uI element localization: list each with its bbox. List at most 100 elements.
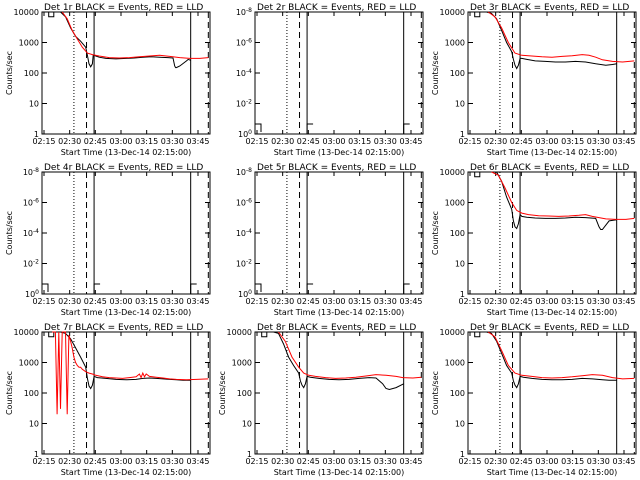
x-tick-label: 03:00 bbox=[109, 137, 132, 146]
x-tick-label: 03:45 bbox=[399, 297, 422, 306]
chart-panel-8: Det 8r BLACK = Events, RED = LLD Counts/s… bbox=[218, 323, 424, 477]
y-tick-label: 100 bbox=[450, 69, 465, 78]
y-tick-label: 10 bbox=[29, 420, 39, 429]
x-tick-label: 03:15 bbox=[348, 297, 371, 306]
x-tick-label: 03:15 bbox=[348, 137, 371, 146]
x-tick-label: 03:45 bbox=[399, 457, 422, 466]
y-tick-label: 10 bbox=[455, 100, 465, 109]
x-tick-label: 03:00 bbox=[322, 457, 345, 466]
y-tick-label: 1000 bbox=[19, 39, 39, 48]
y-tick-label: 100 bbox=[237, 389, 252, 398]
x-tick-label: 03:15 bbox=[135, 297, 158, 306]
x-tick-label: 02:45 bbox=[510, 137, 533, 146]
x-tick-label: 03:45 bbox=[186, 137, 209, 146]
x-tick-label: 03:30 bbox=[374, 137, 397, 146]
y-tick-label: 1 bbox=[460, 450, 465, 459]
x-tick-label: 02:45 bbox=[510, 457, 533, 466]
x-tick-label: 02:30 bbox=[58, 297, 81, 306]
y-tick-label: 1000 bbox=[445, 39, 465, 48]
y-tick-label: 100 bbox=[238, 129, 252, 139]
y-tick-label: 10000 bbox=[440, 328, 465, 337]
x-tick-label: 02:15 bbox=[458, 457, 481, 466]
chart-title: Det 8r BLACK = Events, RED = LLD bbox=[257, 323, 416, 333]
y-tick-label: 10-2 bbox=[236, 99, 252, 109]
x-tick-label: 02:45 bbox=[510, 297, 533, 306]
empty-data-marker bbox=[255, 283, 262, 292]
y-axis-title: Counts/sec bbox=[431, 371, 440, 415]
y-tick-label: 10-2 bbox=[23, 259, 39, 269]
y-axis-title: Counts/sec bbox=[431, 211, 440, 255]
x-tick-label: 02:30 bbox=[484, 137, 507, 146]
x-tick-label: 03:30 bbox=[161, 457, 184, 466]
y-tick-label: 10 bbox=[455, 260, 465, 269]
y-tick-label: 10000 bbox=[227, 328, 252, 337]
series-line-lld bbox=[487, 331, 635, 380]
x-tick-label: 02:15 bbox=[32, 137, 55, 146]
y-tick-label: 10000 bbox=[440, 168, 465, 177]
series-line-events bbox=[469, 171, 617, 230]
y-tick-label: 1 bbox=[34, 130, 39, 139]
x-axis-title: Start Time (13-Dec-14 02:15:00) bbox=[487, 148, 618, 157]
y-tick-label: 1000 bbox=[232, 359, 252, 368]
x-tick-label: 02:30 bbox=[58, 137, 81, 146]
y-tick-label: 1 bbox=[460, 130, 465, 139]
y-tick-label: 10000 bbox=[14, 8, 39, 17]
y-tick-label: 100 bbox=[450, 229, 465, 238]
y-tick-label: 10 bbox=[29, 100, 39, 109]
y-axis-title: Counts/sec bbox=[218, 371, 227, 415]
x-tick-label: 03:00 bbox=[109, 457, 132, 466]
x-tick-label: 02:15 bbox=[32, 297, 55, 306]
y-tick-label: 100 bbox=[25, 289, 39, 299]
y-tick-label: 10-6 bbox=[236, 198, 252, 208]
chart-title: Det 9r BLACK = Events, RED = LLD bbox=[470, 323, 629, 333]
x-tick-label: 02:30 bbox=[58, 457, 81, 466]
y-tick-label: 100 bbox=[24, 69, 39, 78]
x-tick-label: 03:45 bbox=[186, 457, 209, 466]
x-tick-label: 02:15 bbox=[245, 137, 268, 146]
y-tick-label: 10-8 bbox=[236, 167, 252, 177]
x-tick-label: 03:45 bbox=[612, 297, 635, 306]
x-tick-label: 03:15 bbox=[561, 297, 584, 306]
empty-data-marker bbox=[306, 283, 314, 294]
x-tick-label: 03:45 bbox=[612, 137, 635, 146]
y-tick-label: 10-6 bbox=[23, 198, 39, 208]
x-axis-title: Start Time (13-Dec-14 02:15:00) bbox=[274, 148, 405, 157]
x-tick-label: 02:45 bbox=[297, 457, 320, 466]
x-tick-label: 03:00 bbox=[322, 137, 345, 146]
panels-container: Det 1r BLACK = Events, RED = LLD Counts/s… bbox=[5, 3, 637, 477]
chart-panel-5: Det 5r BLACK = Events, RED = LLD Start Ti… bbox=[236, 163, 424, 317]
chart-title: Det 1r BLACK = Events, RED = LLD bbox=[44, 3, 203, 13]
chart-title: Det 5r BLACK = Events, RED = LLD bbox=[257, 163, 416, 173]
series-line-lld bbox=[61, 11, 209, 59]
x-tick-label: 02:30 bbox=[271, 457, 294, 466]
y-tick-label: 10-2 bbox=[236, 259, 252, 269]
x-tick-label: 02:45 bbox=[84, 457, 107, 466]
empty-data-marker bbox=[403, 123, 410, 134]
x-tick-label: 03:00 bbox=[535, 297, 558, 306]
x-tick-label: 02:45 bbox=[84, 137, 107, 146]
x-tick-label: 02:15 bbox=[245, 457, 268, 466]
series-line-events bbox=[43, 331, 191, 390]
y-tick-label: 10 bbox=[242, 420, 252, 429]
y-tick-label: 10-4 bbox=[23, 228, 39, 238]
y-tick-label: 1 bbox=[34, 450, 39, 459]
x-axis-title: Start Time (13-Dec-14 02:15:00) bbox=[487, 308, 618, 317]
y-tick-label: 10000 bbox=[14, 328, 39, 337]
x-axis-title: Start Time (13-Dec-14 02:15:00) bbox=[274, 468, 405, 477]
series-line-events bbox=[43, 11, 191, 69]
x-tick-label: 03:15 bbox=[561, 457, 584, 466]
x-tick-label: 02:45 bbox=[84, 297, 107, 306]
y-tick-label: 10-8 bbox=[23, 167, 39, 177]
chart-panel-6: Det 6r BLACK = Events, RED = LLD Counts/s… bbox=[431, 163, 637, 317]
x-tick-label: 02:15 bbox=[458, 297, 481, 306]
empty-data-marker bbox=[190, 283, 197, 294]
series-line-lld bbox=[487, 11, 635, 63]
y-tick-label: 10-4 bbox=[236, 228, 252, 238]
x-axis-title: Start Time (13-Dec-14 02:15:00) bbox=[274, 308, 405, 317]
x-tick-label: 02:15 bbox=[458, 137, 481, 146]
y-tick-label: 10-6 bbox=[236, 38, 252, 48]
x-tick-label: 03:15 bbox=[135, 137, 158, 146]
y-tick-label: 1000 bbox=[445, 199, 465, 208]
